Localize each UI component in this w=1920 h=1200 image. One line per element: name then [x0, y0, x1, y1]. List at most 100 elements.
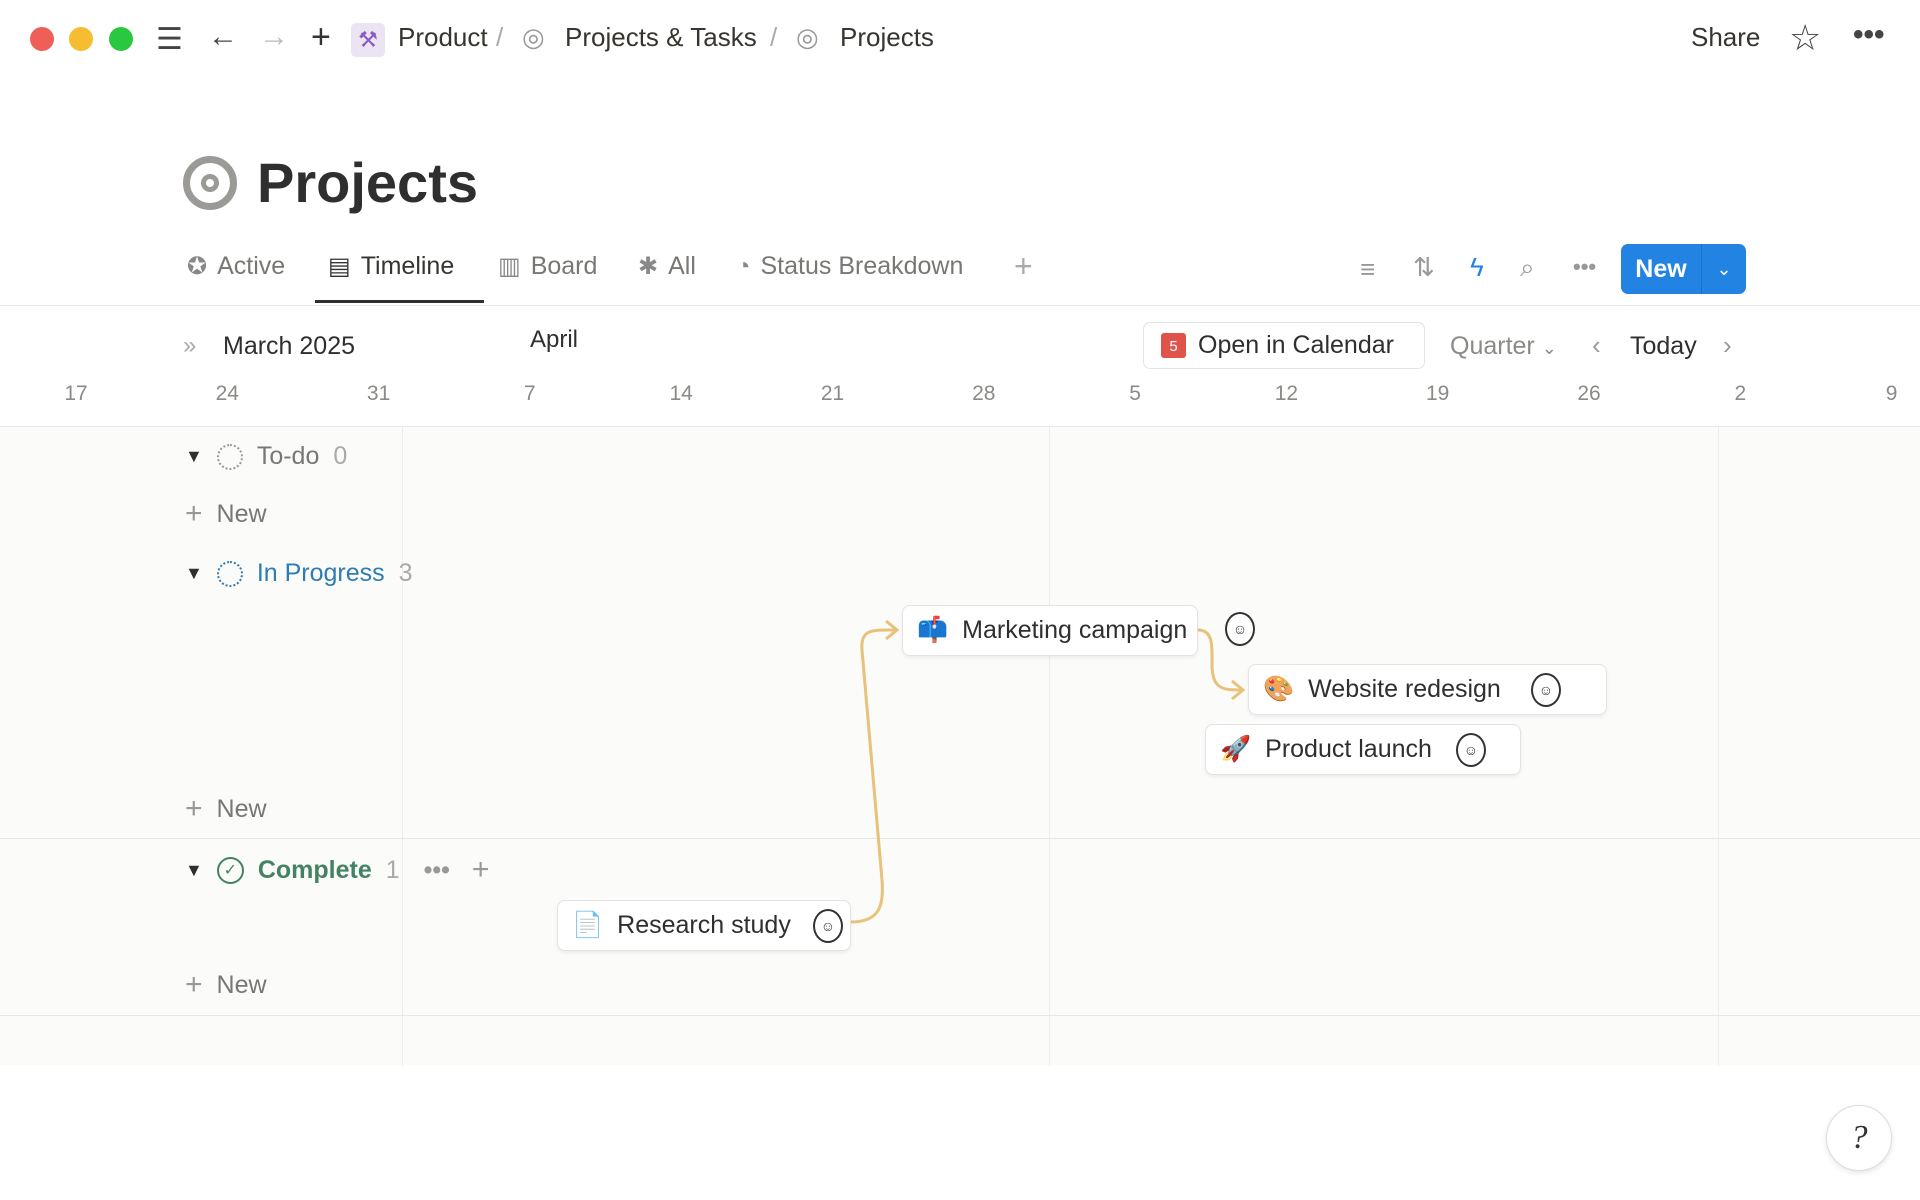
- avatar: ☺: [812, 908, 843, 943]
- favorite-star-icon[interactable]: ☆: [1789, 17, 1822, 58]
- timeline-card-product-launch[interactable]: 🚀 Product launch ☺: [1205, 724, 1521, 775]
- status-todo-icon: [216, 443, 243, 470]
- group-header-todo[interactable]: ▼ To-do 0: [185, 442, 347, 471]
- add-view-plus-icon[interactable]: +: [1014, 248, 1033, 284]
- previous-chevron-icon[interactable]: ‹: [1592, 330, 1601, 360]
- sort-icon[interactable]: ⇅: [1413, 252, 1435, 282]
- tab-active[interactable]: ✪ Active: [187, 252, 285, 281]
- scale-label: Quarter: [1450, 332, 1535, 360]
- group-add-plus-icon[interactable]: +: [471, 853, 490, 886]
- target-icon: ◎: [796, 22, 819, 52]
- automation-bolt-icon[interactable]: ϟ: [1470, 252, 1484, 282]
- share-button[interactable]: Share: [1691, 22, 1761, 52]
- tab-label: Timeline: [360, 252, 455, 280]
- tab-label: Active: [217, 252, 286, 280]
- caret-down-icon[interactable]: ▼: [185, 446, 203, 466]
- search-icon[interactable]: ⌕: [1520, 252, 1535, 282]
- date-tick: 19: [1426, 382, 1450, 405]
- date-tick: 5: [1129, 382, 1141, 405]
- timeline-canvas: [0, 427, 1920, 1065]
- back-arrow-icon[interactable]: ←: [208, 20, 238, 53]
- new-label: New: [216, 970, 267, 999]
- card-title: Marketing campaign: [962, 616, 1188, 644]
- timeline-card-marketing-campaign[interactable]: 📫 Marketing campaign: [902, 605, 1198, 656]
- close-window-button[interactable]: [30, 27, 54, 51]
- tab-label: All: [668, 252, 696, 280]
- card-title: Research study: [617, 911, 791, 939]
- tab-status-breakdown[interactable]: ◔ Status Breakdown: [736, 252, 963, 281]
- new-item-todo[interactable]: + New: [185, 497, 267, 531]
- star-badge-icon: ✪: [187, 253, 208, 280]
- caret-down-icon[interactable]: ▼: [185, 859, 203, 880]
- month-gridline: [1049, 426, 1050, 1066]
- maximize-window-button[interactable]: [109, 27, 133, 51]
- date-tick: 21: [820, 382, 845, 405]
- new-dropdown-chevron-icon[interactable]: ⌄: [1716, 258, 1732, 279]
- rocket-icon: 🚀: [1220, 735, 1252, 763]
- avatar[interactable]: ☺: [1225, 612, 1255, 646]
- next-chevron-icon[interactable]: ›: [1723, 330, 1732, 360]
- more-options-icon[interactable]: •••: [1853, 18, 1885, 51]
- page-target-icon: [183, 156, 237, 210]
- header-divider: [0, 426, 1920, 427]
- view-more-icon[interactable]: •••: [1573, 254, 1597, 279]
- sidebar-menu-icon[interactable]: ☰: [156, 23, 183, 56]
- timeline-card-research-study[interactable]: 📄 Research study ☺: [557, 900, 851, 951]
- open-in-calendar-button[interactable]: 5 Open in Calendar: [1143, 322, 1425, 369]
- chevron-down-icon: ⌄: [1541, 338, 1557, 358]
- date-tick: 31: [366, 382, 391, 405]
- breadcrumb-projects[interactable]: Projects: [840, 22, 934, 52]
- group-more-icon[interactable]: •••: [423, 855, 450, 884]
- breadcrumb-projects-tasks[interactable]: Projects & Tasks: [565, 22, 757, 52]
- date-tick: 24: [215, 382, 239, 405]
- dependency-research-to-marketing: [850, 628, 897, 924]
- group-header-in-progress[interactable]: ▼ In Progress 3: [185, 559, 413, 588]
- open-in-calendar-label: Open in Calendar: [1198, 331, 1394, 359]
- today-button[interactable]: Today: [1630, 332, 1697, 360]
- date-tick: 17: [64, 382, 88, 405]
- new-label: New: [216, 794, 267, 823]
- calendar-icon: 5: [1161, 333, 1186, 358]
- group-divider: [0, 838, 1920, 839]
- timeline-icon: ▤: [328, 253, 351, 280]
- month-label-march: March 2025: [223, 332, 356, 360]
- breadcrumb-product[interactable]: Product: [398, 22, 488, 52]
- pie-icon: ◔: [736, 252, 751, 280]
- expand-sidebar-chevrons-icon[interactable]: »: [183, 332, 197, 359]
- group-count: 0: [333, 442, 348, 470]
- card-title: Product launch: [1265, 735, 1432, 763]
- scale-dropdown[interactable]: Quarter ⌄: [1450, 332, 1557, 361]
- date-tick: 28: [972, 382, 996, 405]
- hammer-icon: ⚒: [351, 23, 385, 57]
- new-item-complete[interactable]: + New: [185, 968, 267, 1002]
- mailbox-icon: 📫: [917, 616, 949, 644]
- tab-board[interactable]: ▥ Board: [498, 252, 597, 281]
- asterisk-icon: ✱: [638, 253, 659, 280]
- filter-icon[interactable]: ≡: [1360, 254, 1376, 284]
- help-assistant-icon[interactable]: ?: [1826, 1105, 1892, 1171]
- status-complete-check-icon: ✓: [216, 856, 244, 884]
- group-label: Complete: [257, 855, 372, 884]
- active-tab-underline: [315, 300, 484, 303]
- forward-arrow-icon[interactable]: →: [259, 20, 289, 53]
- group-divider: [0, 1015, 1920, 1016]
- new-page-plus-icon[interactable]: +: [311, 18, 331, 56]
- avatar: ☺: [1455, 732, 1486, 767]
- timeline-card-website-redesign[interactable]: 🎨 Website redesign ☺: [1248, 664, 1607, 715]
- caret-down-icon[interactable]: ▼: [185, 563, 203, 583]
- breadcrumb-separator: /: [496, 22, 504, 52]
- tab-timeline[interactable]: ▤ Timeline: [328, 252, 454, 281]
- new-item-in-progress[interactable]: + New: [185, 792, 267, 826]
- group-header-complete[interactable]: ▼ ✓ Complete 1 ••• +: [185, 853, 489, 887]
- palette-icon: 🎨: [1263, 675, 1295, 703]
- minimize-window-button[interactable]: [69, 27, 93, 51]
- new-button[interactable]: New: [1635, 254, 1687, 283]
- tab-all[interactable]: ✱ All: [638, 252, 696, 281]
- dependency-marketing-to-website: [1197, 628, 1243, 692]
- plus-icon: +: [185, 497, 203, 530]
- group-label: In Progress: [256, 559, 385, 587]
- date-tick: 14: [669, 382, 693, 405]
- tab-label: Status Breakdown: [760, 252, 964, 280]
- status-in-progress-icon: [216, 560, 243, 587]
